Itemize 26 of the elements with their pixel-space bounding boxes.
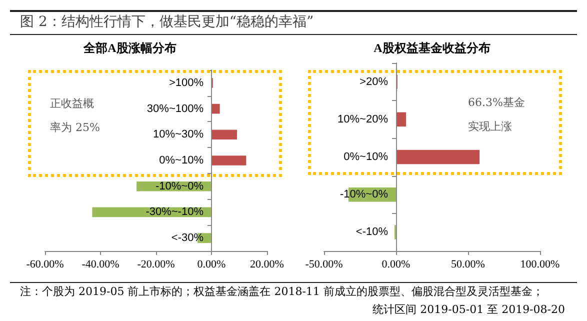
x-tick-label: 0.00% [197,258,226,270]
annotation: 正收益概率为 25% [50,96,101,136]
x-tick-label: 20.00% [250,258,284,270]
chart-subtitle: 全部A股涨幅分布 [82,40,178,57]
y-tick-label: 0%~10% [344,151,388,163]
y-tick-label: 30%~100% [146,102,204,115]
y-tick-label: <-10% [356,226,388,238]
x-tick-label: -60.00% [26,258,64,270]
chart-title: 图 2：结构性行情下，做基民更加“稳稳的幸福” [20,13,314,32]
y-tick-label: 10%~30% [153,128,204,141]
annotation: 66.3%基金实现上涨 [468,95,526,135]
x-tick-label: -50.00% [305,258,343,270]
y-tick-label: >100% [168,76,204,89]
x-tick-label: 0.00% [382,258,410,270]
text: 统计区间 2019-05-01 至 2019-08-20 [372,302,565,318]
x-tick-label: 50.00% [451,258,485,270]
y-tick-label: -30%~-10% [146,206,204,218]
chart-title: A股权益基金收益分布 [372,40,492,57]
y-tick-label: -10%~0% [155,180,204,192]
y-tick-label: >20% [360,76,388,88]
x-tick-label: -20.00% [137,258,175,270]
y-tick-label: 10%~20% [338,113,388,126]
x-tick-label: -40.00% [82,258,120,270]
text: 注：个股为 2019-05 前上市标的；权益基金涵盖在 2018-11 前成立的股票型、偏股混合型及灵活型基金； [20,284,544,300]
x-tick-label: 100.00% [520,258,560,270]
y-tick-label: 0%~10% [159,154,204,166]
